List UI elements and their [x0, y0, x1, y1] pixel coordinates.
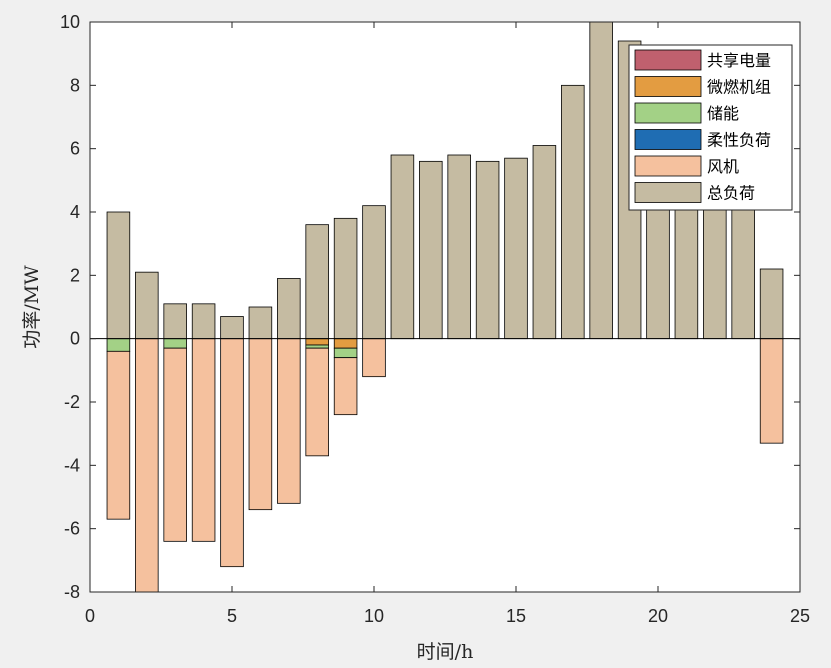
bars	[106, 21, 784, 593]
bar-t4-series-4	[191, 338, 216, 542]
bar-t3-series-2	[163, 338, 187, 349]
bar-t1-series-2	[106, 338, 131, 352]
bar-t24-series-4	[759, 338, 784, 444]
bar-t8-series-2	[305, 344, 329, 349]
bar-t12-series-5	[419, 160, 443, 340]
y-tick-label: 6	[70, 139, 80, 159]
x-tick-label: 10	[364, 606, 384, 626]
x-tick-label: 20	[648, 606, 668, 626]
bar-t4-series-5	[191, 303, 216, 340]
bar-t3-series-5	[163, 303, 187, 340]
bar-t13-series-5	[447, 154, 471, 340]
y-tick-label: 10	[60, 12, 80, 32]
x-tick-label: 25	[790, 606, 810, 626]
x-tick-label: 15	[506, 606, 526, 626]
bar-t6-series-4	[248, 338, 273, 511]
x-tick-label: 5	[227, 606, 237, 626]
legend-label: 储能	[707, 104, 739, 123]
bar-t8-series-4	[305, 347, 329, 457]
bar-t6-series-5	[248, 306, 273, 340]
bar-t16-series-5	[532, 145, 557, 340]
bar-t9-series-4	[333, 357, 358, 416]
bar-t11-series-5	[390, 154, 415, 340]
y-tick-label: -6	[64, 519, 80, 539]
plot-frame	[89, 21, 801, 593]
y-tick-label: 2	[70, 265, 80, 285]
y-tick-label: -2	[64, 392, 80, 412]
y-tick-label: 4	[70, 202, 80, 222]
legend-swatch	[634, 49, 702, 71]
bar-t1-series-4	[106, 350, 131, 520]
legend-swatch	[634, 182, 702, 203]
bar-t10-series-5	[362, 205, 386, 340]
y-tick-label: 8	[70, 75, 80, 95]
bar-t2-series-4	[135, 338, 159, 593]
bar-t8-series-1	[305, 338, 329, 346]
legend-label: 总负荷	[707, 184, 755, 203]
bar-t5-series-4	[220, 338, 244, 568]
bar-t1-series-5	[106, 211, 131, 340]
bar-t8-series-5	[305, 224, 329, 340]
bar-t15-series-5	[504, 157, 528, 340]
legend-swatch	[634, 102, 702, 124]
bar-t9-series-2	[333, 347, 358, 359]
x-axis-label: 时间/h	[417, 641, 474, 663]
bar-t10-series-4	[362, 338, 386, 378]
legend-swatch	[634, 76, 702, 97]
axes: 0 5 10 15 20 25 -8 -6 -4 -2 0 2 4 6 8 10	[60, 12, 810, 626]
bar-t2-series-5	[135, 271, 159, 340]
bar-t9-series-1	[333, 338, 358, 349]
bar-t9-series-5	[333, 217, 358, 340]
bar-t18-series-5	[589, 21, 613, 340]
bar-t7-series-4	[277, 338, 301, 504]
bar-t5-series-5	[220, 316, 244, 340]
y-tick-label: -8	[64, 582, 80, 602]
y-tick-label: 0	[70, 329, 80, 349]
legend-label: 微燃机组	[707, 78, 771, 97]
bar-t24-series-5	[759, 268, 784, 340]
x-tick-label: 0	[85, 606, 95, 626]
bar-t7-series-5	[277, 278, 301, 340]
y-tick-label: -4	[64, 455, 80, 475]
legend-label: 共享电量	[707, 51, 771, 70]
bar-t14-series-5	[475, 160, 500, 340]
y-axis-label: 功率/MW	[21, 265, 43, 349]
legend-label: 风机	[707, 157, 739, 176]
legend-swatch	[634, 155, 702, 177]
legend-label: 柔性负荷	[707, 131, 771, 150]
bar-t17-series-5	[561, 84, 585, 340]
legend-swatch	[634, 129, 702, 150]
bar-t3-series-4	[163, 347, 187, 542]
